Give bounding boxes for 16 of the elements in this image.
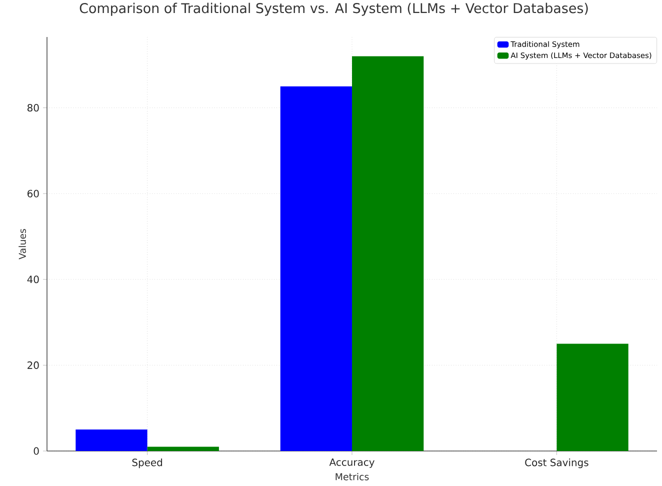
x-tick-label: Cost Savings (525, 458, 588, 468)
y-tick-label: 60 (28, 190, 39, 198)
x-axis-title: Metrics (336, 473, 369, 480)
x-tick-label: Accuracy (329, 458, 374, 468)
y-tick-label: 0 (34, 447, 39, 455)
bar (556, 344, 628, 451)
chart-title: Comparison of Traditional System vs. AI System (LLMs + Vector Databases) (80, 2, 588, 16)
bar (352, 56, 424, 451)
bar (76, 430, 148, 451)
y-axis-title: Values (18, 228, 26, 260)
x-tick-label: Speed (132, 458, 162, 468)
y-tick-label: 20 (28, 361, 39, 369)
bar (147, 446, 219, 451)
y-tick-label: 40 (27, 276, 39, 284)
bar (280, 86, 352, 451)
y-tick-label: 80 (27, 104, 39, 112)
